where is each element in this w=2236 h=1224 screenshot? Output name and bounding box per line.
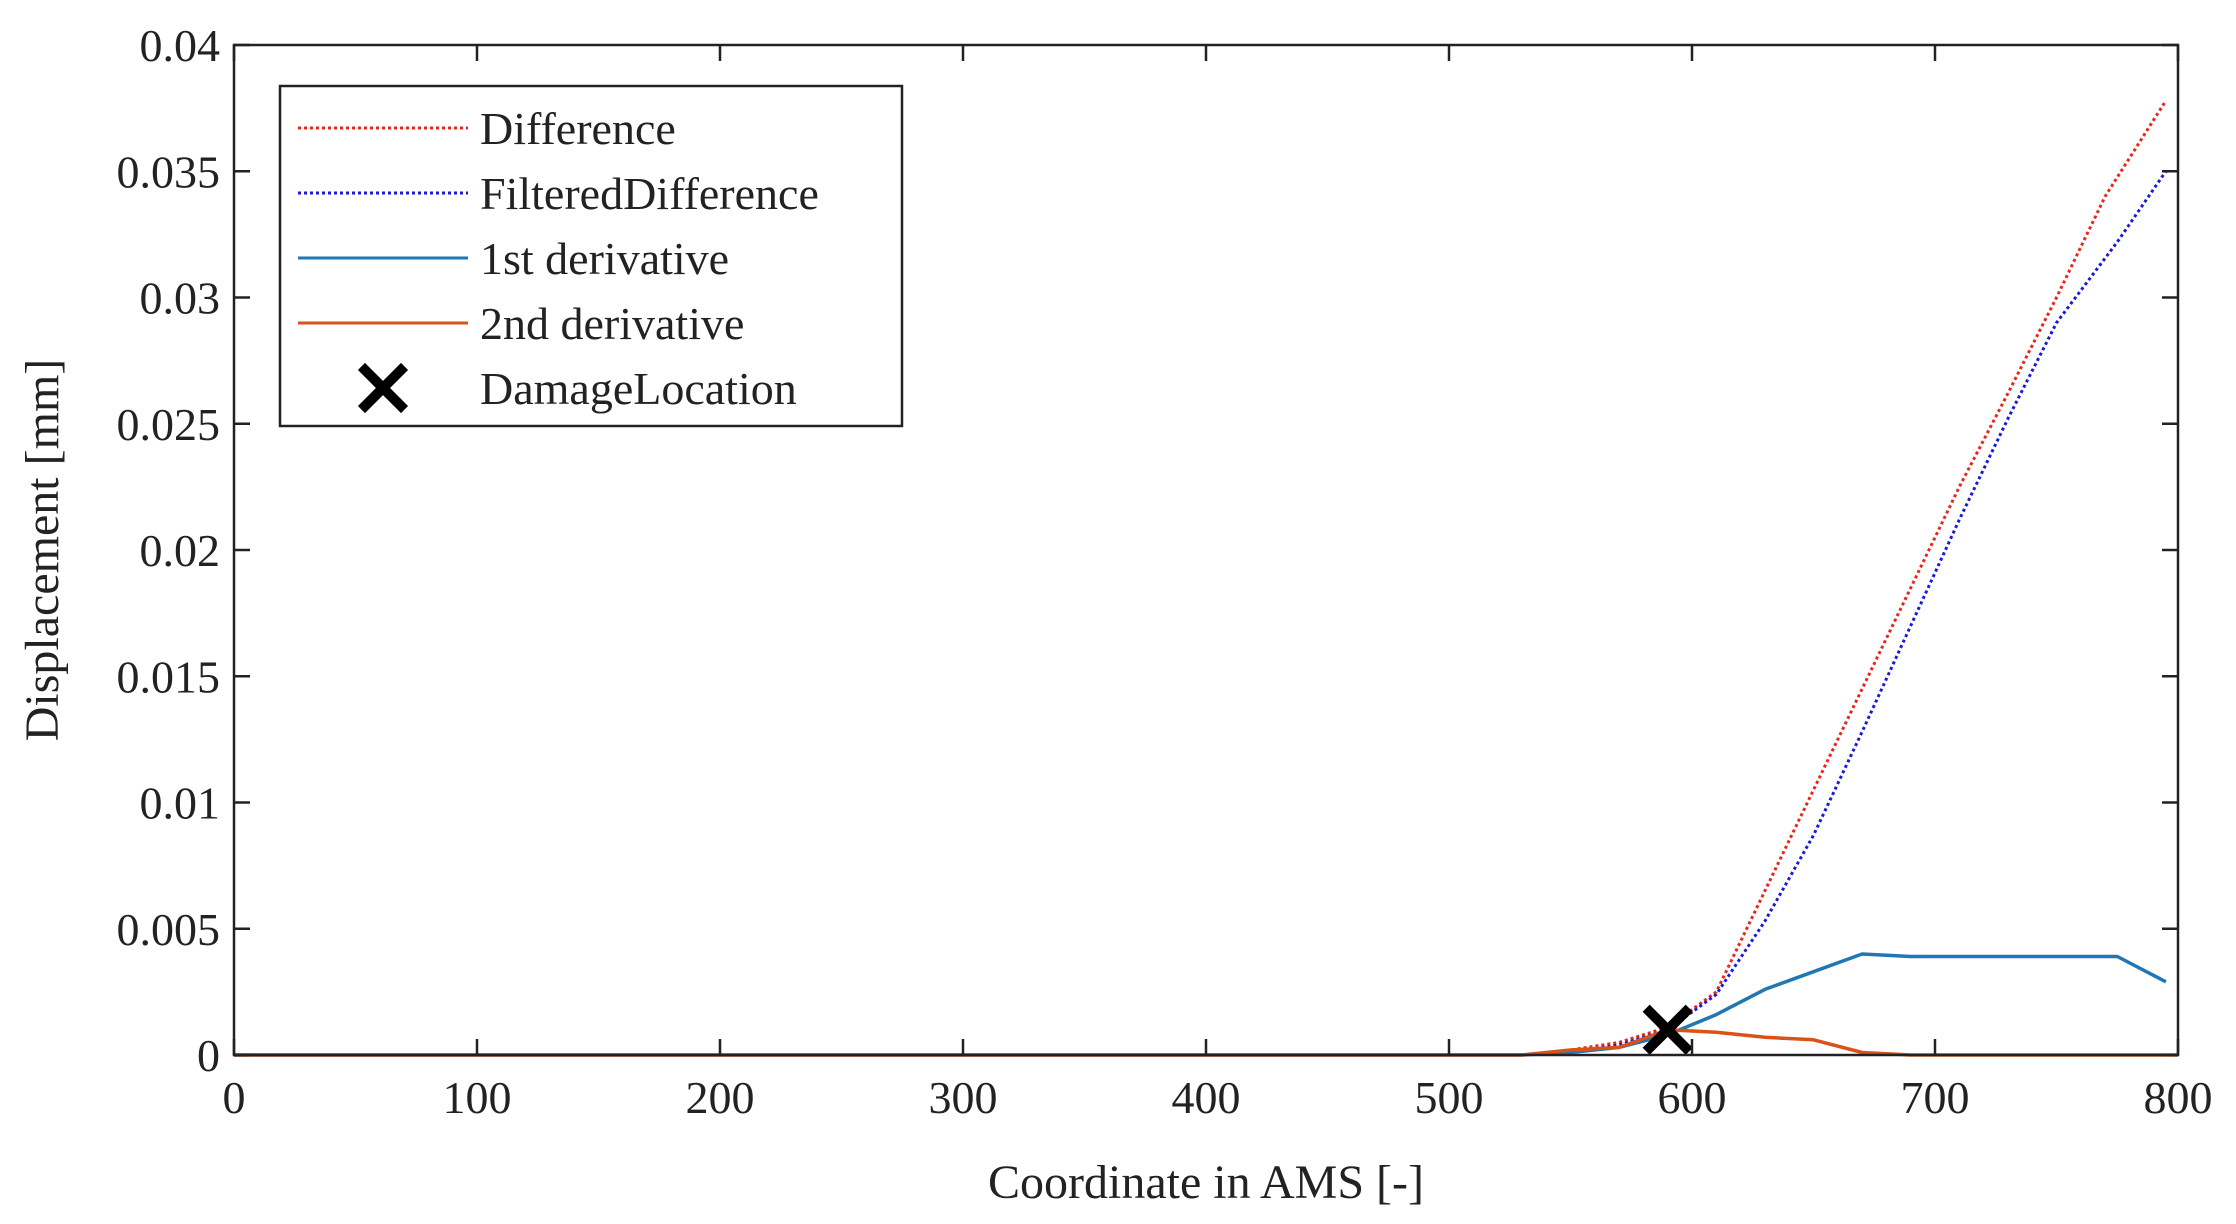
x-tick-label-8: 800 — [2144, 1072, 2213, 1123]
y-tick-label-4: 0.02 — [140, 525, 221, 576]
legend-item-5: DamageLocation — [357, 362, 797, 414]
x-tick-label-2: 200 — [686, 1072, 755, 1123]
x-tick-label-0: 0 — [223, 1072, 246, 1123]
y-tick-label-2: 0.01 — [140, 778, 221, 829]
y-tick-label-7: 0.035 — [117, 146, 221, 197]
legend-label-2: FilteredDifference — [480, 168, 819, 219]
y-tick-label-1: 0.005 — [117, 904, 221, 955]
legend-item-2: FilteredDifference — [298, 168, 819, 219]
y-axis-label: Displacement [mm] — [16, 359, 69, 742]
y-tick-label-0: 0 — [197, 1030, 220, 1081]
legend-item-1: Difference — [298, 103, 676, 154]
x-tick-label-1: 100 — [443, 1072, 512, 1123]
legend-label-4: 2nd derivative — [480, 298, 744, 349]
marker-x-shape — [1642, 1004, 1693, 1055]
x-tick-label-4: 400 — [1172, 1072, 1241, 1123]
x-tick-label-3: 300 — [929, 1072, 998, 1123]
x-axis-label: Coordinate in AMS [-] — [988, 1156, 1424, 1209]
x-tick-label-5: 500 — [1415, 1072, 1484, 1123]
legend-swatch-5 — [357, 362, 409, 414]
marker-damage-location — [1642, 1004, 1693, 1055]
legend-item-4: 2nd derivative — [298, 298, 744, 349]
x-tick-label-6: 600 — [1658, 1072, 1727, 1123]
x-tick-label-7: 700 — [1901, 1072, 1970, 1123]
y-tick-label-8: 0.04 — [140, 20, 221, 71]
y-tick-label-3: 0.015 — [117, 651, 221, 702]
legend-box — [278, 84, 904, 428]
legend-item-3: 1st derivative — [298, 233, 729, 284]
legend-label-3: 1st derivative — [480, 233, 729, 284]
legend-label-1: Difference — [480, 103, 676, 154]
series-line-3 — [234, 952, 2167, 1057]
y-tick-label-5: 0.025 — [117, 399, 221, 450]
legend-label-5: DamageLocation — [480, 363, 797, 414]
y-tick-label-6: 0.03 — [140, 273, 221, 324]
